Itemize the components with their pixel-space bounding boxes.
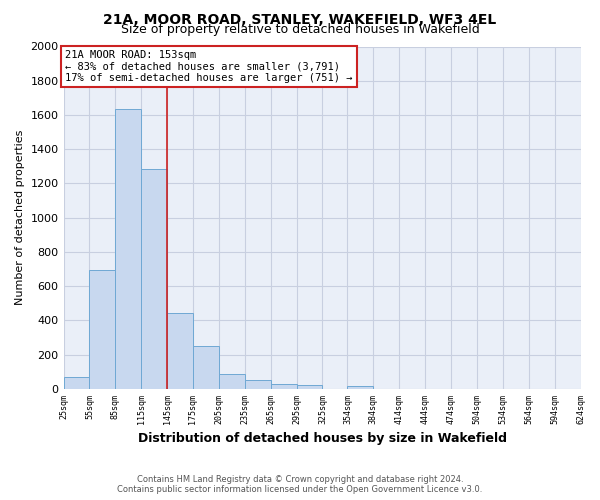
Y-axis label: Number of detached properties: Number of detached properties bbox=[15, 130, 25, 306]
Bar bbox=[115, 110, 141, 389]
Bar bbox=[296, 384, 322, 389]
Bar bbox=[167, 314, 193, 389]
X-axis label: Distribution of detached houses by size in Wakefield: Distribution of detached houses by size … bbox=[137, 432, 506, 445]
Bar bbox=[193, 346, 219, 389]
Bar bbox=[347, 386, 373, 389]
Bar bbox=[271, 384, 296, 389]
Text: Contains HM Land Registry data © Crown copyright and database right 2024.
Contai: Contains HM Land Registry data © Crown c… bbox=[118, 474, 482, 494]
Text: Size of property relative to detached houses in Wakefield: Size of property relative to detached ho… bbox=[121, 22, 479, 36]
Text: 21A MOOR ROAD: 153sqm
← 83% of detached houses are smaller (3,791)
17% of semi-d: 21A MOOR ROAD: 153sqm ← 83% of detached … bbox=[65, 50, 353, 83]
Bar bbox=[219, 374, 245, 389]
Bar bbox=[89, 270, 115, 389]
Text: 21A, MOOR ROAD, STANLEY, WAKEFIELD, WF3 4EL: 21A, MOOR ROAD, STANLEY, WAKEFIELD, WF3 … bbox=[103, 12, 497, 26]
Bar bbox=[141, 169, 167, 389]
Bar bbox=[245, 380, 271, 389]
Bar bbox=[64, 377, 89, 389]
